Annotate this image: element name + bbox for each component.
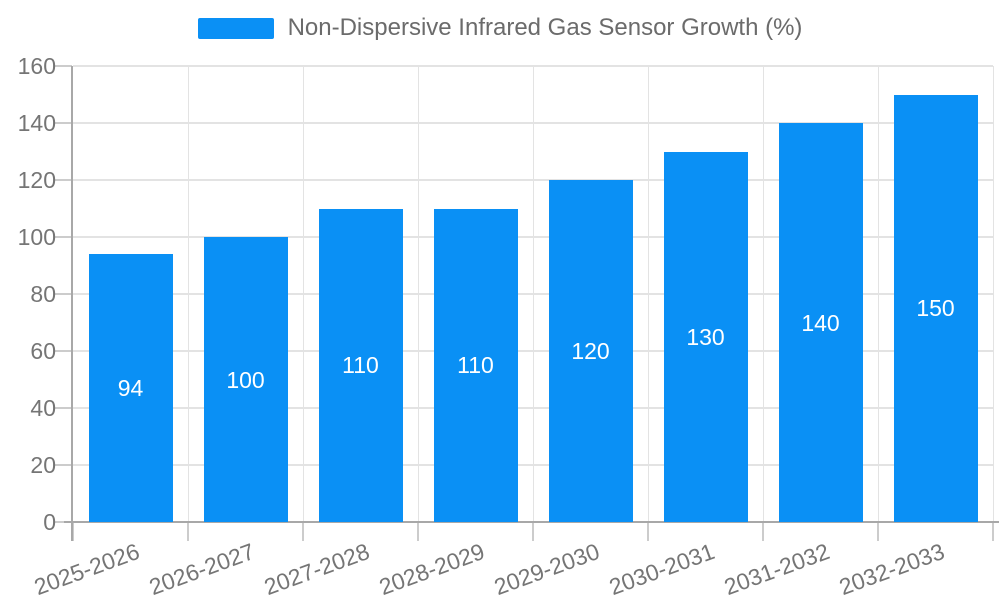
x-axis-line	[64, 521, 999, 523]
x-tick	[877, 523, 879, 541]
bar-value-label: 94	[117, 375, 144, 402]
x-tick	[762, 523, 764, 541]
bar-value-label: 150	[916, 295, 955, 322]
gridline-v	[187, 66, 189, 522]
y-tick	[55, 464, 72, 466]
y-tick-label: 100	[17, 224, 56, 250]
y-tick-label: 0	[43, 509, 56, 535]
y-tick-label: 140	[17, 110, 56, 136]
x-tick-label: 2030-2031	[605, 538, 718, 600]
x-tick	[417, 523, 419, 541]
x-tick	[647, 523, 649, 541]
x-tick	[72, 523, 74, 541]
x-tick-label: 2032-2033	[835, 538, 948, 600]
bar[interactable]	[663, 151, 748, 522]
bar[interactable]	[778, 123, 863, 522]
bar[interactable]	[433, 208, 518, 522]
x-tick	[992, 523, 994, 541]
y-tick	[55, 407, 72, 409]
bar[interactable]	[893, 94, 978, 522]
y-tick-label: 80	[30, 281, 56, 307]
gridline-v	[647, 66, 649, 522]
x-tick	[187, 523, 189, 541]
legend-label: Non-Dispersive Infrared Gas Sensor Growt…	[287, 14, 803, 41]
y-tick-label: 40	[30, 395, 56, 421]
legend-swatch	[197, 17, 274, 39]
bar-value-label: 140	[801, 309, 840, 336]
bar-value-label: 130	[686, 323, 725, 350]
y-tick	[55, 122, 72, 124]
y-tick	[55, 179, 72, 181]
y-tick	[55, 293, 72, 295]
legend[interactable]: Non-Dispersive Infrared Gas Sensor Growt…	[0, 13, 1000, 43]
y-tick	[55, 65, 72, 67]
gridline-v	[417, 66, 419, 522]
y-tick-label: 120	[17, 167, 56, 193]
y-tick-label: 160	[17, 53, 56, 79]
x-tick-label: 2025-2026	[30, 538, 143, 600]
x-tick-label: 2029-2030	[490, 538, 603, 600]
bar-value-label: 110	[342, 352, 379, 379]
y-tick	[55, 236, 72, 238]
bar-value-label: 100	[226, 366, 265, 393]
gridline-v	[762, 66, 764, 522]
x-tick-label: 2028-2029	[375, 538, 488, 600]
x-tick	[532, 523, 534, 541]
y-tick	[55, 350, 72, 352]
bar[interactable]	[548, 180, 633, 522]
gridline-v	[877, 66, 879, 522]
x-tick-label: 2026-2027	[145, 538, 258, 600]
bar[interactable]	[318, 208, 403, 522]
bar[interactable]	[203, 237, 288, 522]
bar-value-label: 120	[571, 338, 610, 364]
x-tick	[302, 523, 304, 541]
bar-value-label: 110	[457, 352, 494, 379]
x-tick-label: 2031-2032	[720, 538, 833, 600]
gridline-v	[992, 66, 994, 522]
y-tick-label: 60	[30, 338, 56, 364]
gridline-h	[73, 65, 993, 67]
gridline-v	[302, 66, 304, 522]
x-tick-label: 2027-2028	[260, 538, 373, 600]
bar[interactable]	[88, 254, 173, 522]
y-tick	[55, 521, 72, 523]
y-axis-line	[71, 66, 73, 541]
y-tick-label: 20	[30, 452, 56, 478]
gridline-v	[532, 66, 534, 522]
